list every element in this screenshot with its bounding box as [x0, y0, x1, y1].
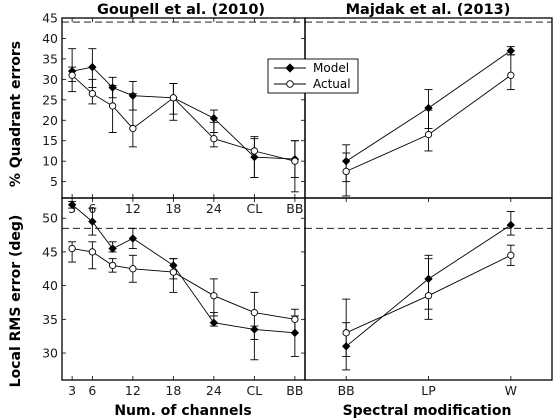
legend-label-model: Model [313, 61, 349, 75]
title-left-panel: Goupell et al. (2010) [97, 2, 265, 18]
legend: Model Actual [267, 58, 359, 94]
data-point-actual-bottom-left [88, 248, 97, 256]
data-point-actual-top-left [250, 147, 259, 155]
x-tick-label-bottom-right: W [505, 383, 517, 398]
y-tick-label-top-left: 25 [42, 92, 58, 107]
x-tick-label-bottom-left: 12 [125, 383, 141, 398]
x-tick-label-bottom-right: LP [421, 383, 436, 398]
y-tick-label-top-left: 35 [42, 51, 58, 66]
data-point-actual-top-left [88, 90, 97, 98]
y-tick-label-top-left: 15 [42, 133, 58, 148]
x-tick-label-bottom-left: CL [247, 383, 263, 398]
x-axis-label-left: Num. of channels [114, 403, 251, 419]
panel-top-left: 5101520253035404536121824CLBB [42, 11, 306, 216]
y-tick-label-bottom-left: 45 [42, 244, 58, 259]
data-point-model-bottom-left [209, 318, 219, 327]
y-tick-label-bottom-left: 50 [42, 211, 58, 226]
x-tick-label-bottom-left: 18 [165, 383, 181, 398]
data-point-model-bottom-right [506, 220, 515, 230]
title-right-panel: Majdak et al. (2013) [346, 2, 511, 18]
data-point-model-top-left [88, 62, 97, 72]
data-point-actual-top-left [108, 102, 117, 110]
series-line-model-bottom-left [71, 204, 295, 334]
data-point-actual-top-right [342, 167, 350, 176]
series-line-actual-top-left [71, 74, 296, 162]
y-tick-label-top-left: 5 [50, 174, 58, 189]
y-tick-label-bottom-left: 35 [42, 312, 58, 327]
data-point-actual-top-left [169, 94, 178, 102]
x-tick-label-top-left: 24 [206, 201, 222, 216]
panel-bottom-left: 30 35 40 45 50 3 6 12 18 24 CL BB [42, 197, 306, 398]
data-point-model-top-left [209, 114, 219, 123]
x-tick-label-top-left: CL [247, 201, 263, 216]
y-tick-label-top-left: 30 [42, 72, 58, 87]
x-tick-label-bottom-left: BB [286, 383, 303, 398]
data-point-actual-bottom-right [424, 292, 433, 300]
legend-label-actual: Actual [313, 77, 351, 91]
data-point-actual-bottom-left [108, 261, 117, 270]
x-tick-label-bottom-right: BB [338, 383, 355, 398]
data-point-actual-bottom-right [342, 329, 350, 337]
legend-box [267, 58, 359, 94]
data-point-model-bottom-left [108, 244, 117, 253]
y-tick-label-bottom-left: 40 [42, 278, 58, 293]
x-tick-label-top-left: 12 [125, 201, 141, 216]
series-line-actual-bottom-left [72, 248, 295, 320]
data-point-actual-top-left [291, 157, 299, 165]
data-point-model-top-right [506, 46, 515, 55]
data-point-model-bottom-left [128, 234, 138, 243]
data-point-actual-bottom-left [68, 244, 76, 253]
y-tick-label-top-left: 45 [42, 11, 58, 26]
series-line-model-top-left [72, 66, 295, 160]
y-axis-label-bottom: Local RMS error (deg) [8, 215, 24, 388]
x-tick-label-top-left: 18 [165, 201, 181, 216]
data-point-actual-bottom-left [291, 315, 299, 323]
panel-bottom-right: BB LP W [304, 197, 553, 398]
x-axis-label-right: Spectral modification [343, 403, 512, 419]
data-point-model-bottom-left [67, 200, 77, 209]
y-tick-label-top-left: 10 [42, 154, 58, 169]
x-tick-label-top-left: BB [286, 201, 303, 216]
data-point-actual-top-right [507, 71, 515, 79]
plot-frame-bottom-left [61, 197, 306, 381]
y-tick-label-top-left: 20 [42, 113, 58, 128]
data-point-actual-bottom-left [250, 308, 259, 317]
data-point-actual-bottom-left [210, 292, 218, 300]
data-point-actual-bottom-left [169, 268, 178, 276]
y-tick-label-bottom-left: 30 [42, 346, 58, 361]
x-tick-label-bottom-left: 3 [68, 383, 76, 398]
data-point-actual-top-left [210, 135, 218, 143]
panel-top-right [304, 17, 553, 199]
legend-marker-actual [286, 80, 294, 88]
data-point-actual-bottom-left [129, 265, 137, 273]
data-point-model-bottom-left [88, 217, 97, 226]
data-point-actual-bottom-right [507, 251, 515, 259]
y-axis-label-top: % Quadrant errors [8, 41, 24, 187]
data-point-actual-top-right [424, 130, 433, 139]
x-tick-label-bottom-left: 6 [88, 383, 96, 398]
x-tick-label-bottom-left: 24 [206, 383, 222, 398]
legend-marker-model [285, 63, 295, 73]
y-tick-label-top-left: 40 [42, 31, 58, 46]
data-point-actual-top-left [68, 71, 76, 79]
data-point-actual-top-left [129, 124, 137, 133]
